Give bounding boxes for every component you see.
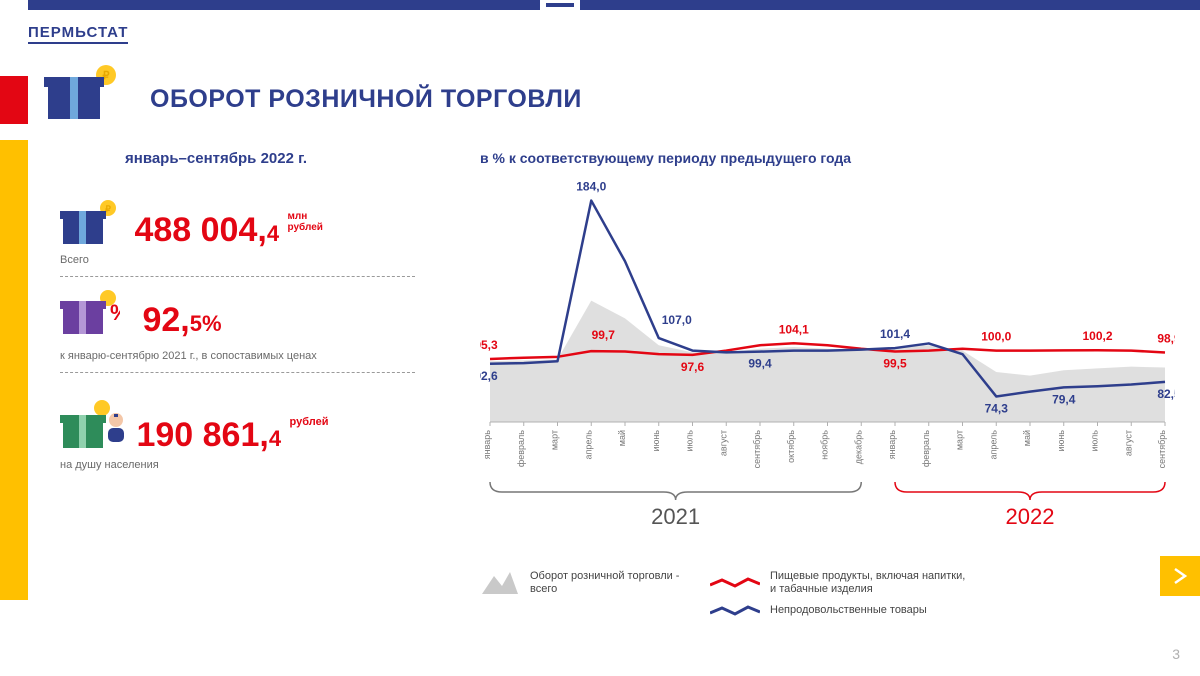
brand-label: ПЕРМЬСТАТ — [28, 24, 128, 41]
svg-text:сентябрь: сентябрь — [1157, 430, 1167, 469]
svg-text:июль: июль — [1090, 430, 1100, 452]
svg-text:март: март — [955, 430, 965, 450]
svg-text:107,0: 107,0 — [662, 313, 692, 327]
next-button[interactable] — [1160, 556, 1200, 596]
svg-text:95,3: 95,3 — [480, 338, 498, 352]
svg-text:август: август — [718, 430, 728, 456]
metric-percapita: 190 861,4 рублей на душу населения — [60, 400, 328, 471]
svg-text:79,4: 79,4 — [1052, 392, 1076, 406]
metric-percent-dec: 5 — [190, 311, 202, 336]
metric-total: ₽ 488 004,4 млнрублей Всего — [60, 200, 415, 277]
divider — [60, 276, 415, 277]
gift-purple-icon: % — [60, 290, 120, 340]
svg-text:99,5: 99,5 — [883, 356, 907, 370]
line-red-icon — [710, 577, 760, 589]
svg-text:82,5: 82,5 — [1157, 387, 1175, 401]
svg-text:январь: январь — [482, 430, 492, 460]
legend-food: Пищевые продукты, включая напитки, и таб… — [710, 570, 1030, 596]
svg-text:100,2: 100,2 — [1082, 329, 1112, 343]
metric-total-value: 488 004, — [134, 211, 266, 249]
svg-text:февраль: февраль — [516, 430, 526, 467]
svg-text:апрель: апрель — [583, 430, 593, 460]
chevron-right-icon — [1171, 567, 1189, 585]
svg-text:июль: июль — [685, 430, 695, 452]
svg-text:2022: 2022 — [1006, 504, 1055, 529]
metric-percent: % 92,5% к январю-сентябрю 2021 г., в соп… — [60, 290, 415, 373]
divider — [60, 372, 415, 373]
legend-total: Оборот розничной торговли - всего — [480, 570, 680, 596]
svg-text:апрель: апрель — [988, 430, 998, 460]
page-title: ОБОРОТ РОЗНИЧНОЙ ТОРГОВЛИ — [150, 85, 582, 114]
legend-nonfood: Непродовольственные товары — [710, 604, 1030, 617]
svg-text:101,4: 101,4 — [880, 327, 910, 341]
svg-text:92,6: 92,6 — [480, 369, 498, 383]
page-number: 3 — [1172, 646, 1180, 662]
brand-underline — [28, 42, 128, 44]
accent-red — [0, 76, 28, 124]
svg-text:август: август — [1123, 430, 1133, 456]
subtitle-period: январь–сентябрь 2022 г. — [125, 150, 307, 167]
svg-text:98,9: 98,9 — [1157, 332, 1175, 346]
line-blue-icon — [710, 605, 760, 617]
header-bar-accent — [546, 3, 574, 7]
svg-text:май: май — [1022, 430, 1032, 446]
svg-text:октябрь: октябрь — [786, 430, 796, 463]
svg-text:июнь: июнь — [1056, 430, 1066, 452]
svg-text:июнь: июнь — [651, 430, 661, 452]
svg-text:ноябрь: ноябрь — [820, 430, 830, 460]
metric-percapita-value: 190 861, — [136, 416, 268, 454]
svg-text:97,6: 97,6 — [681, 360, 705, 374]
gift-green-icon — [60, 400, 130, 455]
metric-percent-unit: % — [202, 311, 222, 336]
svg-text:104,1: 104,1 — [779, 322, 809, 336]
svg-text:74,3: 74,3 — [985, 401, 1009, 415]
metric-percapita-dec: 4 — [269, 426, 281, 451]
svg-text:февраль: февраль — [921, 430, 931, 467]
svg-text:99,7: 99,7 — [592, 328, 616, 342]
metric-total-caption: Всего — [60, 254, 415, 266]
svg-text:сентябрь: сентябрь — [752, 430, 762, 469]
line-chart: январь февраль март апрель май июнь июль август… — [480, 172, 1175, 472]
metric-percent-value: 92, — [142, 301, 189, 339]
svg-text:₽: ₽ — [105, 204, 111, 214]
header-bar — [28, 0, 1200, 10]
subtitle-chart: в % к соответствующему периоду предыдуще… — [480, 150, 851, 166]
gift-blue-icon: ₽ — [60, 200, 120, 250]
svg-text:2021: 2021 — [651, 504, 700, 529]
title-gift-icon: ₽ — [44, 65, 124, 125]
metric-total-dec: 4 — [267, 221, 279, 246]
svg-text:184,0: 184,0 — [576, 180, 606, 194]
svg-text:100,0: 100,0 — [981, 330, 1011, 344]
mountain-icon — [480, 570, 520, 596]
svg-text:март: март — [550, 430, 560, 450]
svg-text:99,4: 99,4 — [748, 357, 772, 371]
svg-text:декабрь: декабрь — [853, 430, 863, 465]
accent-yellow — [0, 140, 28, 600]
svg-text:январь: январь — [887, 430, 897, 460]
metric-percapita-caption: на душу населения — [60, 459, 328, 471]
svg-text:%: % — [110, 300, 120, 325]
legend: Оборот розничной торговли - всего Пищевы… — [480, 570, 1175, 618]
metric-percent-caption: к январю-сентябрю 2021 г., в сопоставимы… — [60, 350, 415, 362]
metric-percapita-unit: рублей — [290, 416, 329, 428]
svg-text:май: май — [617, 430, 627, 446]
